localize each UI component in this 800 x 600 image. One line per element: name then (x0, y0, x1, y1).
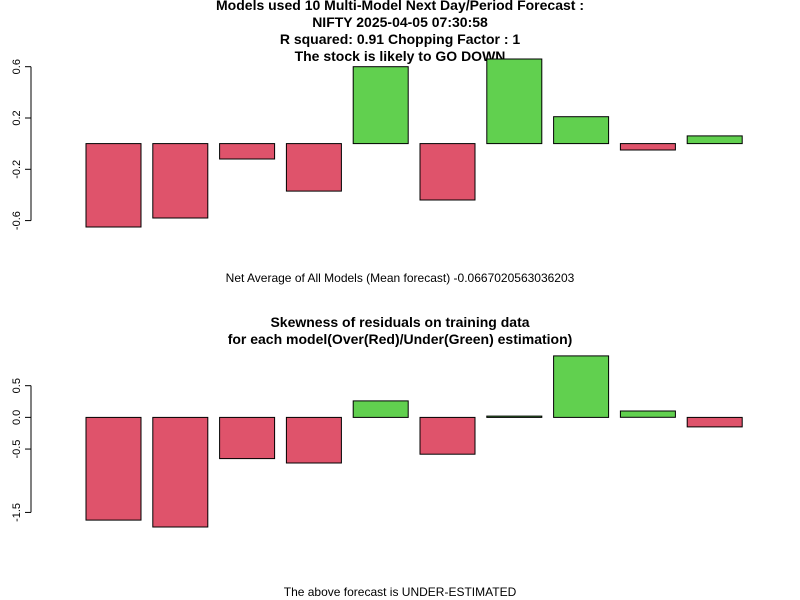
chart2-title-line-2: for each model(Over(Red)/Under(Green) es… (227, 331, 573, 347)
chart1-y-tick-label: -0.6 (11, 211, 23, 230)
chart1-y-tick-label: 0.2 (11, 110, 23, 125)
chart1-bar (486, 58, 543, 145)
chart2-title-line-1: Skewness of residuals on training data (270, 314, 530, 330)
chart2-bar (285, 416, 342, 464)
chart2-bar (419, 416, 476, 455)
chart1-y-tick-label: 0.6 (11, 59, 23, 74)
chart1-bar (219, 143, 276, 160)
chart2-bar (619, 410, 676, 418)
chart1-bar (553, 116, 610, 145)
chart1-title-line-2: NIFTY 2025-04-05 07:30:58 (312, 14, 488, 30)
chart1-bar (419, 143, 476, 201)
chart2-y-tick-label: 0.5 (11, 378, 23, 393)
chart2-y-tick-label: -1.5 (11, 503, 23, 522)
chart1-xlabel: Net Average of All Models (Mean forecast… (225, 271, 575, 285)
chart1-title-line-1: Models used 10 Multi-Model Next Day/Peri… (216, 0, 584, 13)
chart2-bar (352, 400, 409, 418)
chart1-bar (619, 143, 676, 151)
chart1-y-tick-label: -0.2 (11, 160, 23, 179)
chart2-bar (152, 416, 209, 528)
chart2-y-tick-label: 0.0 (11, 410, 23, 425)
chart2-y-tick-label: -0.5 (11, 440, 23, 459)
chart2-xlabel: The above forecast is UNDER-ESTIMATED (283, 585, 517, 599)
chart1-bar (686, 135, 743, 145)
chart1-bar (152, 143, 209, 219)
chart2-bar (85, 416, 142, 521)
chart2-bar (486, 415, 543, 418)
chart1-title-line-3: R squared: 0.91 Chopping Factor : 1 (279, 31, 521, 47)
chart2-bar (553, 355, 610, 418)
chart2-bar (686, 416, 743, 428)
chart1-bar (352, 66, 409, 145)
chart1-bar (285, 143, 342, 192)
chart1-bar (85, 143, 142, 228)
chart1-title-line-4: The stock is likely to GO DOWN (294, 48, 506, 64)
chart2-bar (219, 416, 276, 460)
